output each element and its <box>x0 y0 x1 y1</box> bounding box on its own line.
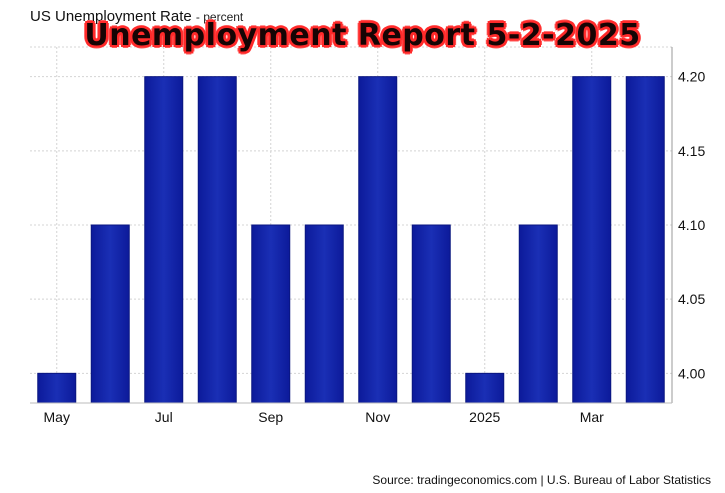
x-tick-label: May <box>44 409 70 425</box>
bar-layer <box>37 76 665 404</box>
x-tick-label: Nov <box>365 409 390 425</box>
y-tick-label: 4.05 <box>678 291 705 307</box>
chart-subtitle: - percent <box>195 10 244 24</box>
chart-title: US Unemployment Rate <box>30 8 192 25</box>
x-tick-label: 2025 <box>469 409 500 425</box>
x-tick-label: Jul <box>155 409 173 425</box>
chart-header: US Unemployment Rate - percent <box>30 8 243 25</box>
bar-Oct <box>304 224 344 404</box>
bar-Nov <box>358 76 398 404</box>
y-tick-label: 4.15 <box>678 143 705 159</box>
bar-Jun <box>90 224 130 404</box>
x-tick-label: Mar <box>580 409 604 425</box>
bar-May <box>37 372 77 404</box>
overlay-title: Unemployment Report 5-2-2025 <box>84 18 641 53</box>
y-tick-label: 4.10 <box>678 217 705 233</box>
bar-Sep <box>251 224 291 404</box>
bar-Aug <box>197 76 237 404</box>
y-tick-label: 4.00 <box>678 365 705 381</box>
bar-Dec <box>411 224 451 404</box>
bar-2025 <box>465 372 505 404</box>
bar-Mar <box>572 76 612 404</box>
bar-Jul <box>144 76 184 404</box>
y-tick-label: 4.20 <box>678 69 705 85</box>
axis-layer: 4.00 4.05 4.10 4.15 4.20 May Jul Sep Nov 2025 Mar <box>30 47 705 425</box>
bar-Apr <box>625 76 665 404</box>
x-tick-label: Sep <box>258 409 283 425</box>
source-note: Source: tradingeconomics.com | U.S. Bure… <box>372 473 711 487</box>
bar-Feb <box>518 224 558 404</box>
